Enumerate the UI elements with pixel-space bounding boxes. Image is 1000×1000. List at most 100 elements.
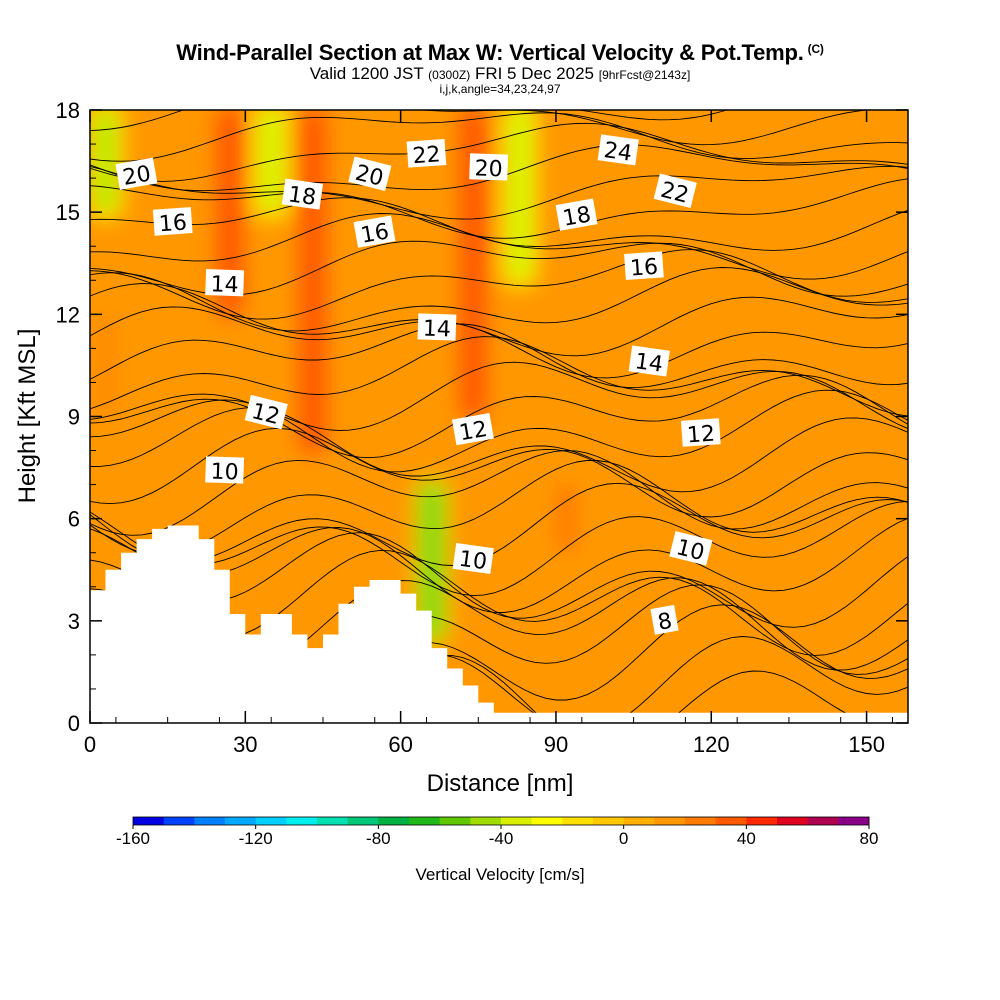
x-tick-label: 150 (848, 732, 885, 757)
contour-label-text: 16 (158, 210, 188, 237)
axes: 0 30 60 90 120 150 0 3 6 9 12 15 18 (56, 98, 908, 757)
y-tick-label: 3 (68, 609, 80, 634)
y-tick-label: 18 (56, 98, 80, 123)
contour-label-text: 10 (457, 547, 488, 576)
valid-utc-label: (0300Z) (428, 68, 471, 82)
theta-contour-line (90, 361, 908, 431)
colorbar-tick-label: -120 (239, 829, 273, 848)
contour-label-box (597, 134, 639, 166)
theta-contour-line (90, 323, 908, 389)
colorbar-swatch (225, 817, 257, 825)
valid-date-label: FRI 5 Dec 2025 (474, 64, 594, 83)
colorbar-swatch (347, 817, 379, 825)
colorbar-swatch (194, 817, 226, 825)
contour-label: 14 (205, 269, 245, 298)
colorbar-swatch (807, 817, 839, 825)
theta-contour-line (90, 178, 908, 239)
colorbar-swatch (685, 817, 717, 825)
contour-label: 14 (417, 313, 457, 343)
colorbar-swatch (593, 817, 625, 825)
contour-label-text: 16 (359, 219, 391, 248)
colorbar-swatch (715, 817, 747, 825)
x-tick-label: 90 (544, 732, 568, 757)
colorbar-swatch (133, 817, 165, 825)
colorbar-swatch (439, 817, 471, 825)
y-tick-label: 6 (68, 507, 80, 532)
theta-contour-line (90, 112, 908, 162)
contour-label-box (205, 269, 245, 297)
indices-label: i,j,k,angle=34,23,24,97 (439, 82, 561, 96)
theta-contour-line (90, 450, 908, 536)
colorbar-swatch (163, 817, 195, 825)
contour-label-box (115, 157, 158, 190)
contour-label-text: 16 (629, 255, 659, 282)
velocity-cells (90, 110, 587, 648)
contour-label-text: 12 (457, 417, 489, 446)
theta-contour-line (90, 122, 908, 182)
contour-label: 16 (152, 207, 193, 237)
contour-label-box (650, 604, 679, 635)
contour-label: 12 (451, 413, 494, 446)
chart-title-main: Wind-Parallel Section at Max W: Vertical… (176, 40, 804, 65)
contour-label-box (624, 251, 664, 280)
colorbar-swatch (654, 817, 686, 825)
colorbar-swatch (317, 817, 349, 825)
colorbar-tick-label: 40 (737, 829, 756, 848)
theta-contour-line (90, 460, 908, 556)
contour-label-box (669, 531, 713, 566)
theta-contour-line (90, 482, 908, 566)
downdraft-cell-halo (499, 110, 540, 291)
theta-contour-line (90, 306, 908, 379)
y-axis-label: Height [Kft MSL] (14, 329, 41, 504)
colorbar-swatch (286, 817, 318, 825)
contour-label-box (406, 139, 447, 168)
copyright-mark: (C) (807, 42, 824, 56)
downdraft-cell-halo (411, 474, 452, 648)
updraft-cell-halo (90, 304, 126, 427)
contour-label: 14 (628, 345, 670, 378)
colorbar-swatch (470, 817, 502, 825)
contour-label-box (281, 178, 324, 210)
updraft-cell-halo (453, 110, 494, 427)
colorbar-swatch (378, 817, 410, 825)
contour-label-text: 14 (422, 317, 451, 343)
terrain-mask (90, 525, 908, 723)
colorbar-tick-label: -40 (489, 829, 514, 848)
contour-label-box (469, 153, 509, 181)
y-tick-label: 15 (56, 200, 80, 225)
colorbar-swatch (746, 817, 778, 825)
contour-label-text: 10 (210, 460, 239, 486)
terrain-profile (90, 525, 908, 723)
colorbar-swatch (409, 817, 441, 825)
valid-time-label: Valid 1200 JST (309, 64, 424, 83)
contour-label: 16 (353, 215, 396, 249)
contour-label: 16 (624, 251, 664, 282)
theta-contour-line (90, 197, 908, 251)
contour-label: 10 (452, 542, 494, 576)
contour-label: 18 (281, 178, 324, 211)
contour-label-text: 14 (210, 272, 239, 298)
chart-title: Wind-Parallel Section at Max W: Vertical… (0, 36, 1000, 66)
contour-label-text: 20 (121, 161, 153, 190)
contour-label: 12 (680, 418, 721, 448)
theta-contour-line (90, 374, 908, 459)
colorbar-swatch (531, 817, 563, 825)
contour-label-box (244, 394, 288, 430)
x-axis-label: Distance [nm] (427, 770, 574, 797)
contour-label-box (205, 456, 245, 484)
contour-label-box (680, 418, 721, 447)
y-tick-label: 12 (56, 302, 80, 327)
contour-label-text: 18 (286, 182, 317, 211)
contour-label-text: 24 (602, 138, 633, 167)
colorbar-tick-label: -160 (116, 829, 150, 848)
colorbar: -160 -120 -80 -40 0 40 80 (116, 816, 879, 848)
colorbar-label: Vertical Velocity [cm/s] (415, 865, 584, 884)
colorbar-tick-label: 80 (860, 829, 879, 848)
colorbar-swatch (623, 817, 655, 825)
contour-label-box (353, 215, 396, 248)
contour-label-box (628, 345, 670, 377)
colorbar-swatch (255, 817, 287, 825)
contour-label: 22 (406, 139, 447, 169)
theta-contour-line (90, 165, 908, 220)
